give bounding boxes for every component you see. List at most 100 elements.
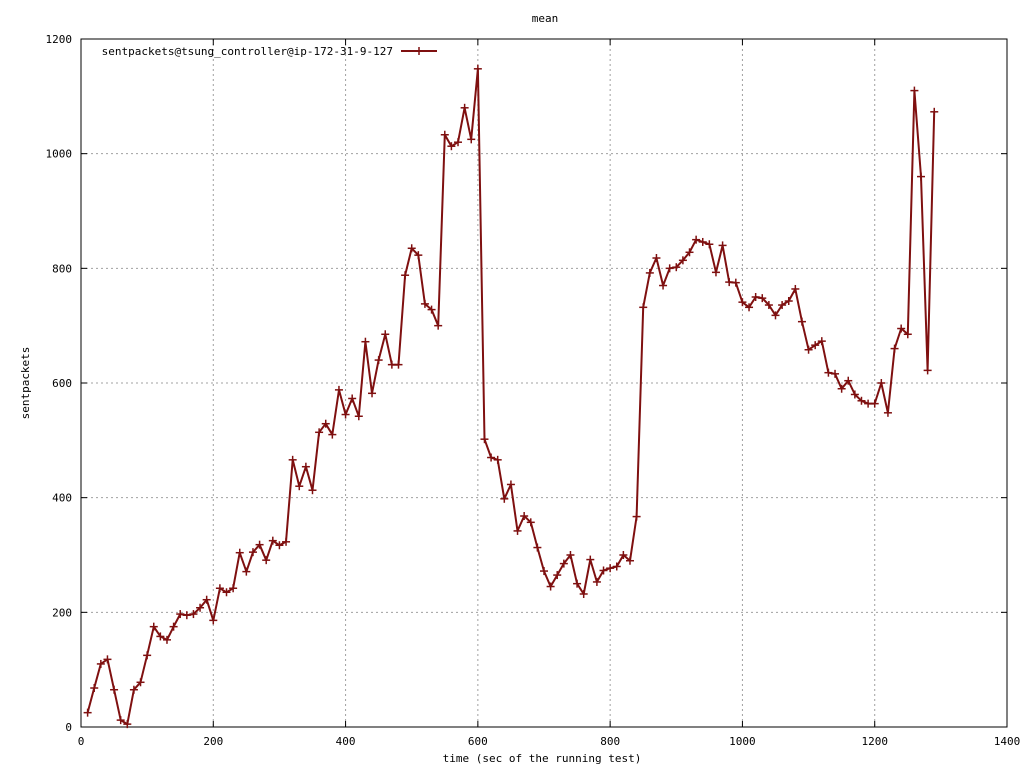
data-point xyxy=(407,244,416,253)
data-point xyxy=(308,486,317,495)
data-point xyxy=(90,684,99,693)
data-point xyxy=(870,399,879,408)
data-point xyxy=(791,284,800,293)
data-point xyxy=(573,579,582,588)
data-point xyxy=(414,251,423,260)
data-point xyxy=(559,559,568,568)
data-point xyxy=(606,564,615,573)
data-point xyxy=(917,172,926,181)
data-point xyxy=(242,567,251,576)
data-point xyxy=(923,366,932,375)
data-point xyxy=(315,428,324,437)
data-point xyxy=(533,543,542,552)
data-point xyxy=(731,278,740,287)
data-point xyxy=(639,303,648,312)
data-point xyxy=(506,480,515,489)
data-point xyxy=(883,408,892,417)
data-point xyxy=(381,330,390,339)
data-point xyxy=(235,548,244,557)
data-point xyxy=(248,548,257,557)
data-point xyxy=(632,512,641,521)
data-point xyxy=(473,64,482,73)
data-point xyxy=(110,685,119,694)
x-tick-label: 0 xyxy=(78,735,85,748)
x-tick-label: 400 xyxy=(336,735,356,748)
plot-border xyxy=(80,38,1008,728)
data-point xyxy=(625,556,634,565)
data-point xyxy=(209,616,218,625)
data-point xyxy=(401,271,410,280)
data-point xyxy=(566,551,575,559)
data-point xyxy=(540,567,548,576)
data-point xyxy=(771,311,780,320)
data-point xyxy=(897,324,906,333)
data-point xyxy=(368,389,377,398)
data-point xyxy=(182,611,191,620)
data-point xyxy=(745,303,754,312)
legend: sentpackets@tsung_controller@ip-172-31-9… xyxy=(102,45,437,58)
data-point xyxy=(659,281,668,290)
data-point xyxy=(738,298,747,307)
data-point xyxy=(930,107,939,116)
data-point xyxy=(857,396,866,405)
data-point xyxy=(103,655,112,664)
y-tick-label: 1200 xyxy=(46,33,73,46)
data-point xyxy=(176,610,185,619)
data-point xyxy=(797,317,806,326)
data-point xyxy=(447,142,456,151)
data-point xyxy=(718,241,727,250)
data-point xyxy=(685,248,694,257)
data-point xyxy=(910,86,919,95)
data-point xyxy=(222,588,231,597)
x-tick-label: 1000 xyxy=(729,735,756,748)
data-point xyxy=(844,376,853,385)
data-point xyxy=(361,337,370,346)
data-point xyxy=(599,566,608,575)
data-point xyxy=(96,659,105,668)
data-point xyxy=(341,410,350,419)
data-point xyxy=(480,435,489,444)
x-tick-label: 600 xyxy=(468,735,488,748)
data-point xyxy=(129,685,138,694)
data-point xyxy=(553,571,562,580)
data-point xyxy=(374,356,383,365)
y-tick-label: 200 xyxy=(52,606,72,619)
x-tick-label: 1400 xyxy=(994,735,1021,748)
data-point xyxy=(149,622,158,631)
y-tick-label: 600 xyxy=(52,377,72,390)
data-point xyxy=(268,536,277,545)
tick-labels: 0 200 400 600 800 1000 1200 1400 0 200 400 600 800 10… xyxy=(46,33,1021,748)
data-point xyxy=(420,299,429,308)
data-point xyxy=(903,330,912,339)
data-point xyxy=(169,622,178,631)
data-point xyxy=(592,577,601,586)
data-point xyxy=(758,294,767,303)
data-point xyxy=(877,379,886,387)
data-point xyxy=(619,551,628,559)
data-point xyxy=(500,494,509,503)
x-tick-label: 800 xyxy=(600,735,620,748)
data-point xyxy=(487,453,496,462)
y-tick-label: 800 xyxy=(52,262,72,275)
data-point xyxy=(189,610,198,619)
data-point xyxy=(348,394,357,403)
legend-label-series-0: sentpackets@tsung_controller@ip-172-31-9… xyxy=(102,45,393,58)
data-point xyxy=(811,341,820,350)
data-point xyxy=(255,540,264,549)
series-layer xyxy=(83,64,939,729)
data-point xyxy=(467,135,476,144)
legend-swatch-marker xyxy=(415,47,423,55)
data-point xyxy=(546,582,555,591)
data-point xyxy=(83,708,92,717)
data-point xyxy=(229,584,238,593)
data-point xyxy=(837,384,846,393)
data-point xyxy=(262,556,271,565)
data-point xyxy=(440,130,449,139)
data-point xyxy=(196,603,205,612)
data-point xyxy=(136,678,145,687)
data-point xyxy=(890,344,899,353)
data-point xyxy=(162,635,171,644)
axes xyxy=(80,38,1008,728)
data-point xyxy=(692,235,701,244)
